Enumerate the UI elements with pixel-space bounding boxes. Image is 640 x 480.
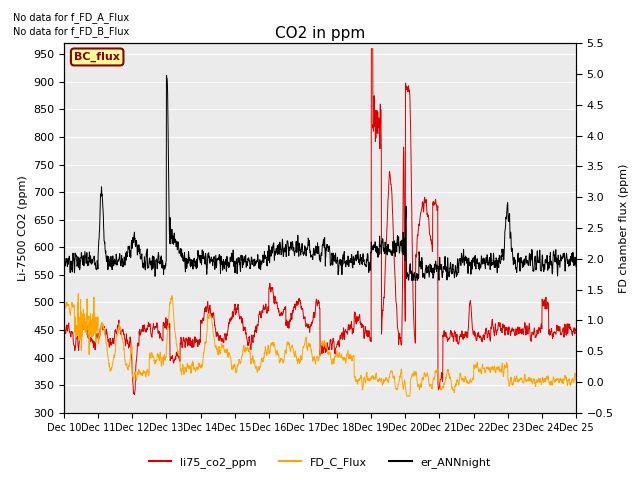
Legend: li75_co2_ppm, FD_C_Flux, er_ANNnight: li75_co2_ppm, FD_C_Flux, er_ANNnight	[145, 452, 495, 472]
Title: CO2 in ppm: CO2 in ppm	[275, 25, 365, 41]
Text: BC_flux: BC_flux	[74, 52, 120, 62]
Y-axis label: Li-7500 CO2 (ppm): Li-7500 CO2 (ppm)	[17, 175, 28, 281]
Text: No data for f_FD_B_Flux: No data for f_FD_B_Flux	[13, 26, 129, 37]
Text: No data for f_FD_A_Flux: No data for f_FD_A_Flux	[13, 12, 129, 23]
Y-axis label: FD chamber flux (ppm): FD chamber flux (ppm)	[619, 163, 629, 293]
